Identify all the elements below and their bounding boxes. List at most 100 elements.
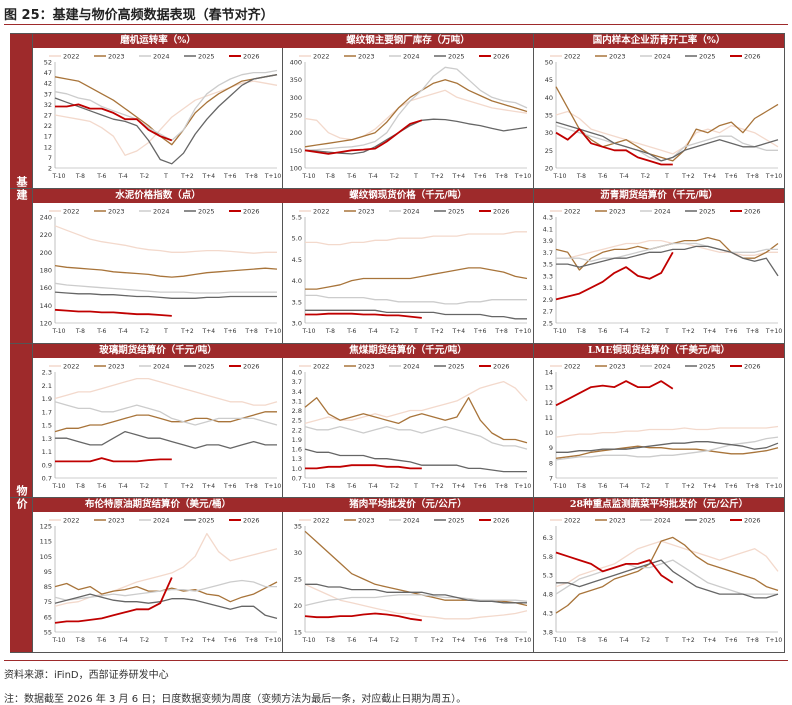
legend-label: 2023	[108, 208, 125, 216]
legend-label: 2026	[744, 53, 761, 61]
y-tick-label: 2.8	[292, 407, 302, 415]
y-tick-label: 3.0	[292, 320, 302, 328]
chart-svg: 6.3 5.8 5.3 4.8 4.3 3.8T-10 T-8 T-6 T-4 T-2 T T+2 T+…	[543, 517, 783, 645]
chart-title: LME铜现货结算价（千美元/吨）	[534, 344, 784, 358]
x-tick-label: T-2	[139, 328, 149, 335]
x-tick-label: T+8	[244, 173, 258, 180]
y-tick-label: 2.3	[42, 369, 52, 377]
y-tick-label: 2	[48, 165, 52, 173]
y-tick-label: 125	[40, 523, 52, 531]
x-tick-label: T+2	[681, 637, 695, 644]
x-tick-label: T	[413, 173, 418, 180]
x-tick-label: T-4	[118, 173, 128, 180]
y-tick-label: 55	[44, 629, 52, 637]
legend-label: 2022	[313, 517, 330, 525]
x-tick-label: T+6	[223, 173, 237, 180]
legend-label: 2022	[564, 363, 581, 371]
x-tick-label: T-2	[389, 483, 399, 490]
x-tick-label: T+6	[724, 173, 738, 180]
y-tick-label: 1.1	[42, 448, 52, 456]
x-tick-label: T+10	[514, 328, 532, 335]
chart-svg: 4.03.7 3.43.1 2.8 2.52.2 1.9 1.61.3 1.0 0.7T-10…	[292, 363, 532, 491]
legend-label: 2023	[609, 517, 626, 525]
x-tick-label: T-4	[619, 637, 629, 644]
x-tick-label: T-6	[96, 483, 106, 490]
chart-panel: 螺纹钢现货价格（千元/吨） 5.5 5.0 4.5 4.0 3.5 3.0 T-10 T-8 T-…	[283, 189, 533, 341]
series-line-2026	[555, 128, 673, 166]
chart-title: 焦煤期货结算价（千元/吨）	[283, 344, 533, 358]
x-tick-label: T+6	[223, 328, 237, 335]
legend-label: 2024	[403, 53, 420, 61]
x-tick-label: T-2	[640, 173, 650, 180]
legend-label: 2023	[358, 363, 375, 371]
x-tick-label: T+4	[703, 637, 717, 644]
x-tick-label: T	[163, 173, 168, 180]
series-line-2025	[555, 121, 779, 162]
legend-label: 2022	[313, 53, 330, 61]
x-tick-label: T+8	[494, 483, 508, 490]
x-tick-label: T+6	[724, 637, 738, 644]
y-tick-label: 5.3	[543, 572, 553, 580]
y-tick-label: 400	[290, 59, 302, 67]
y-tick-label: 17	[44, 133, 52, 141]
y-tick-label: 5.0	[292, 235, 302, 243]
legend-label: 2024	[153, 208, 170, 216]
x-tick-label: T+6	[473, 328, 487, 335]
x-tick-label: T+4	[703, 483, 717, 490]
series-line-2025	[54, 291, 277, 299]
section-label-price: 物价	[10, 344, 32, 652]
footer-rule	[4, 660, 788, 661]
legend-label: 2024	[654, 517, 671, 525]
series-line-2026	[305, 312, 422, 319]
y-tick-label: 30	[545, 129, 553, 137]
legend-label: 2026	[493, 363, 510, 371]
chart-svg: 125 115 105 95 85 75 65 55T-10 T-8 T-6 T-4 T-2 T T+2 T…	[40, 517, 282, 645]
divider	[10, 343, 785, 344]
x-tick-label: T	[163, 637, 168, 644]
x-tick-label: T+4	[452, 173, 466, 180]
x-tick-label: T+10	[765, 637, 783, 644]
source-note: 资料来源：iFinD，西部证券研发中心	[4, 670, 169, 681]
x-tick-label: T+10	[514, 173, 532, 180]
x-tick-label: T-6	[597, 637, 607, 644]
series-line-2022	[304, 380, 528, 425]
y-tick-label: 200	[290, 129, 302, 137]
y-tick-label: 160	[40, 284, 52, 292]
chart-title: 磨机运转率（%）	[33, 34, 283, 48]
y-tick-label: 200	[40, 249, 52, 257]
legend-label: 2022	[63, 363, 80, 371]
series-line-2025	[54, 593, 278, 620]
legend-label: 2022	[63, 53, 80, 61]
legend-label: 2025	[448, 517, 465, 525]
series-line-2024	[304, 66, 528, 151]
y-tick-label: 4.0	[292, 369, 302, 377]
series-line-2025	[305, 309, 527, 320]
y-tick-label: 40	[545, 94, 553, 102]
y-tick-label: 3.8	[543, 629, 553, 637]
y-tick-label: 37	[44, 90, 52, 98]
x-tick-label: T-2	[139, 637, 149, 644]
y-tick-label: 35	[545, 112, 553, 120]
chart-svg: 5.5 5.0 4.5 4.0 3.5 3.0T-10 T-8 T-6 T-4 T-2 T T+2 T+…	[292, 208, 532, 336]
legend-label: 2023	[358, 208, 375, 216]
x-tick-label: T-8	[75, 173, 85, 180]
y-tick-label: 220	[40, 231, 52, 239]
y-tick-label: 0.9	[42, 461, 52, 469]
series-line-2022	[305, 231, 527, 246]
legend-label: 2024	[153, 363, 170, 371]
chart-svg: 35 30 25 20 15T-10 T-8 T-6 T-4 T-2 T T+2 T+4 T+6 T+8 T…	[294, 517, 532, 645]
x-tick-label: T-4	[118, 483, 128, 490]
x-tick-label: T	[664, 328, 669, 335]
x-tick-label: T+6	[473, 173, 487, 180]
chart-svg: 50 45 40 35 30 25 20T-10 T-8 T-6 T-4 T-2 T T+2 T+4 T+6…	[545, 53, 783, 181]
y-tick-label: 5.8	[543, 553, 553, 561]
x-tick-label: T-10	[553, 483, 567, 490]
y-tick-label: 2.5	[292, 417, 302, 425]
x-tick-label: T	[163, 328, 168, 335]
y-tick-label: 3.7	[292, 378, 302, 386]
chart-panel: 沥青期货结算价（千元/吨） 4.3 4.1 3.9 3.7 3.5 3.3 3.1 2.9 2.7…	[534, 189, 784, 341]
legend-label: 2025	[699, 53, 716, 61]
x-tick-label: T+8	[494, 328, 508, 335]
chart-panel: 国内样本企业沥青开工率（%） 50 45 40 35 30 25 20 T-10 T-8 T-6 T-…	[534, 34, 784, 186]
legend-label: 2022	[313, 363, 330, 371]
